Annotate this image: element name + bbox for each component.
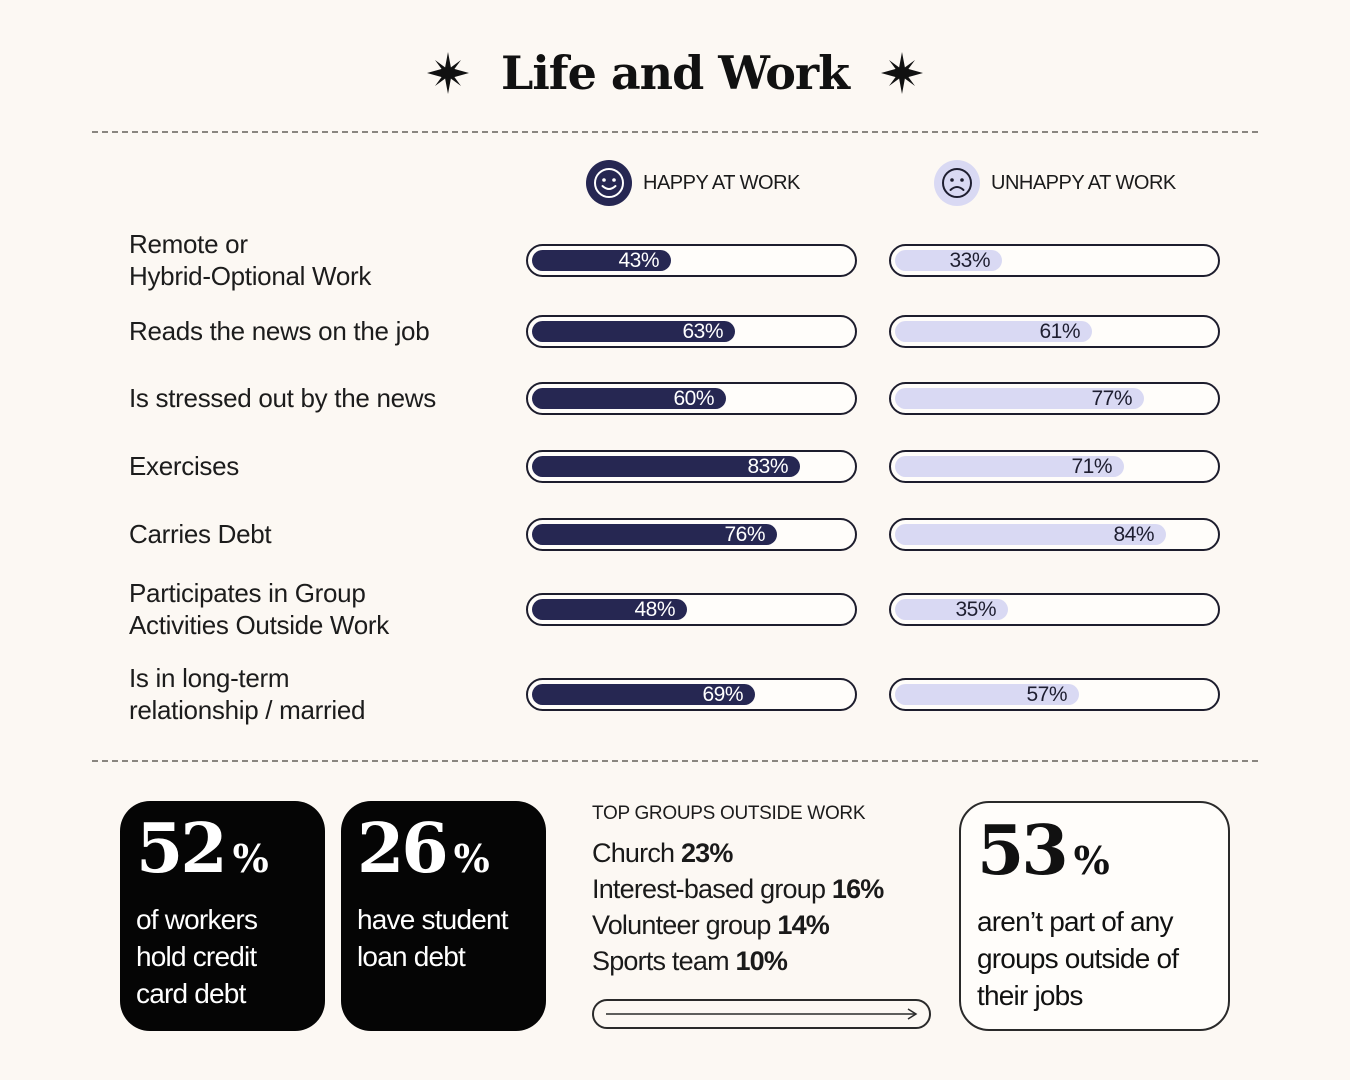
- row-label: Is stressed out by the news: [129, 383, 436, 413]
- unhappy-bar-track: 84%: [889, 518, 1220, 551]
- unhappy-bar-track: 77%: [889, 382, 1220, 415]
- happy-bar: 63%: [532, 319, 735, 343]
- group-name: Church: [592, 838, 681, 868]
- unhappy-bar-value-label: 57%: [1026, 682, 1067, 706]
- group-item: Church 23%: [592, 835, 942, 871]
- unhappy-bar: 77%: [895, 386, 1144, 410]
- stat-text: have student loan debt: [357, 904, 509, 972]
- group-value: 23%: [680, 838, 733, 868]
- group-list: Church 23% Interest-based group 16% Volunt…: [592, 835, 942, 979]
- group-item: Volunteer group 14%: [592, 907, 942, 943]
- happy-bar-track: 63%: [526, 315, 857, 348]
- group-name: Sports team: [592, 946, 736, 976]
- stat-text: of workers hold credit card debt: [136, 904, 258, 1009]
- stat-number: 52: [136, 809, 228, 889]
- group-name: Interest-based group: [592, 874, 832, 904]
- happy-bar: 48%: [532, 597, 687, 621]
- group-value: 16%: [831, 874, 884, 904]
- row-label: Exercises: [129, 451, 239, 481]
- row-label: Participates in Group Activities Outside …: [129, 578, 389, 640]
- group-value: 10%: [735, 946, 788, 976]
- stat-card-no-groups: 53 % aren’t part of any groups outside of…: [959, 801, 1230, 1031]
- unhappy-bar: 71%: [895, 454, 1124, 478]
- happy-bar-track: 69%: [526, 678, 857, 711]
- happy-bar-track: 76%: [526, 518, 857, 551]
- legend-happy: HAPPY AT WORK: [586, 160, 800, 206]
- top-groups: TOP GROUPS OUTSIDE WORK Church 23% Intere…: [592, 803, 942, 979]
- happy-bar: 43%: [532, 248, 671, 272]
- legend-unhappy: UNHAPPY AT WORK: [934, 160, 1176, 206]
- happy-bar-track: 83%: [526, 450, 857, 483]
- row-label: Carries Debt: [129, 519, 272, 549]
- group-item: Interest-based group 16%: [592, 871, 942, 907]
- happy-bar-value-label: 48%: [634, 597, 675, 621]
- group-name: Volunteer group: [592, 910, 778, 940]
- unhappy-bar-track: 61%: [889, 315, 1220, 348]
- top-groups-title: TOP GROUPS OUTSIDE WORK: [592, 803, 866, 824]
- happy-bar: 76%: [532, 522, 777, 546]
- frowning-face-icon: [934, 160, 980, 206]
- stat-unit: %: [232, 836, 269, 881]
- happy-bar: 69%: [532, 682, 755, 706]
- unhappy-bar: 61%: [895, 319, 1092, 343]
- happy-bar-value-label: 76%: [724, 522, 765, 546]
- happy-bar-value-label: 43%: [618, 248, 659, 272]
- unhappy-bar-value-label: 71%: [1071, 454, 1112, 478]
- unhappy-bar: 33%: [895, 248, 1002, 272]
- stat-number: 53: [977, 811, 1069, 891]
- unhappy-bar-track: 33%: [889, 244, 1220, 277]
- unhappy-bar-value-label: 84%: [1113, 522, 1154, 546]
- stat-unit: %: [453, 836, 490, 881]
- happy-bar-value-label: 60%: [673, 386, 714, 410]
- stat-text: aren’t part of any groups outside of their…: [977, 906, 1179, 1011]
- happy-bar-value-label: 83%: [747, 454, 788, 478]
- top-divider: [92, 131, 1258, 133]
- happy-bar-value-label: 69%: [702, 682, 743, 706]
- header: Life and Work: [0, 38, 1350, 108]
- unhappy-bar-track: 71%: [889, 450, 1220, 483]
- unhappy-bar-value-label: 35%: [955, 597, 996, 621]
- row-label: Is in long-term relationship / married: [129, 663, 366, 725]
- stat-number: 26: [357, 809, 449, 889]
- unhappy-bar: 84%: [895, 522, 1166, 546]
- unhappy-bar: 35%: [895, 597, 1008, 621]
- stat-unit: %: [1073, 838, 1110, 883]
- stat-card-credit-card-debt: 52 % of workers hold credit card debt: [120, 801, 325, 1031]
- row-label: Remote or Hybrid-Optional Work: [129, 229, 372, 291]
- smiley-face-icon: [586, 160, 632, 206]
- unhappy-bar-value-label: 61%: [1039, 319, 1080, 343]
- unhappy-bar-track: 57%: [889, 678, 1220, 711]
- stat-card-student-loan: 26 % have student loan debt: [341, 801, 546, 1031]
- legend-happy-label: HAPPY AT WORK: [643, 171, 800, 194]
- arrow-button[interactable]: [592, 999, 931, 1029]
- happy-bar: 60%: [532, 386, 726, 410]
- legend-unhappy-label: UNHAPPY AT WORK: [991, 171, 1176, 194]
- unhappy-bar-value-label: 33%: [949, 248, 990, 272]
- group-item: Sports team 10%: [592, 943, 942, 979]
- sparkle-star-icon: [881, 52, 923, 94]
- page-title: Life and Work: [500, 46, 850, 100]
- happy-bar: 83%: [532, 454, 800, 478]
- unhappy-bar: 57%: [895, 682, 1079, 706]
- unhappy-bar-value-label: 77%: [1091, 386, 1132, 410]
- unhappy-bar-track: 35%: [889, 593, 1220, 626]
- happy-bar-track: 48%: [526, 593, 857, 626]
- happy-bar-track: 43%: [526, 244, 857, 277]
- bottom-divider: [92, 760, 1258, 762]
- group-value: 14%: [777, 910, 829, 940]
- happy-bar-track: 60%: [526, 382, 857, 415]
- arrow-right-icon: [606, 1008, 918, 1020]
- row-label: Reads the news on the job: [129, 316, 430, 346]
- sparkle-star-icon: [426, 52, 469, 94]
- happy-bar-value-label: 63%: [682, 319, 723, 343]
